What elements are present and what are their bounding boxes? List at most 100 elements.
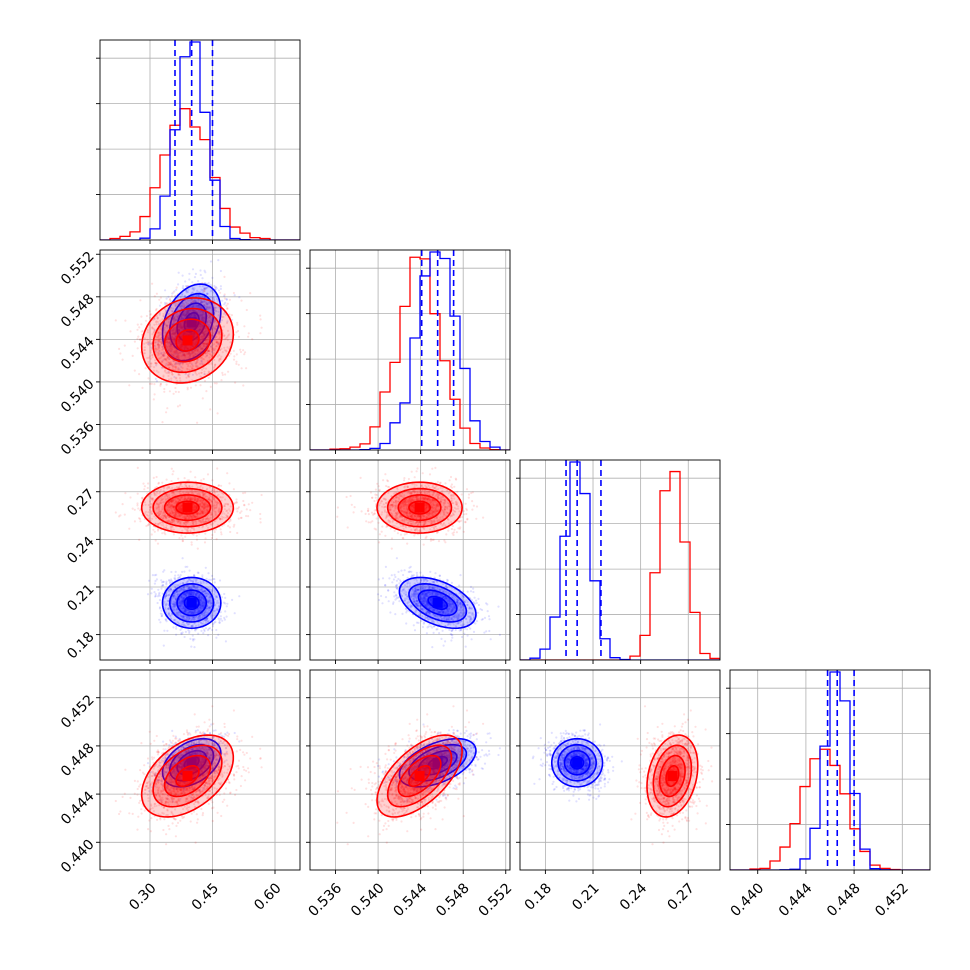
scatter-point (200, 479, 203, 482)
scatter-point (154, 350, 157, 353)
scatter-point (170, 363, 173, 366)
scatter-point (211, 354, 214, 357)
scatter-point (205, 329, 208, 332)
scatter-point (196, 421, 199, 424)
scatter-point (218, 359, 221, 362)
scatter-point (193, 349, 196, 352)
scatter-point (211, 533, 214, 537)
scatter-point (178, 377, 181, 380)
scatter-point (114, 319, 117, 322)
scatter-point (174, 318, 178, 322)
scatter-point (179, 339, 182, 342)
scatter-point (172, 392, 175, 395)
scatter-point (211, 297, 214, 300)
scatter-point (228, 298, 231, 301)
scatter-point (206, 313, 210, 316)
scatter-point (192, 333, 195, 336)
scatter-point (174, 319, 177, 322)
scatter-point (175, 627, 178, 630)
scatter-point (175, 351, 179, 354)
scatter-point (191, 309, 194, 313)
scatter-point (229, 341, 232, 344)
scatter-point (172, 330, 175, 333)
scatter-point (187, 311, 190, 314)
scatter-point (201, 301, 204, 304)
scatter-point (211, 348, 214, 351)
scatter-point (188, 569, 191, 572)
scatter-point (174, 349, 178, 352)
scatter-point (171, 332, 174, 335)
scatter-point (179, 351, 182, 354)
grid-0-1 (100, 250, 300, 450)
scatter-point (199, 323, 202, 326)
scatter-point (176, 354, 179, 358)
scatter-point (191, 634, 194, 637)
scatter-point (211, 334, 214, 337)
scatter-point (201, 325, 204, 329)
scatter-point (178, 537, 181, 540)
scatter-point (167, 361, 170, 364)
scatter-point (245, 508, 248, 511)
scatter-point (160, 609, 163, 612)
scatter-point (228, 354, 231, 357)
scatter-point (209, 290, 212, 293)
scatter-point (214, 309, 217, 312)
scatter-point (160, 360, 163, 363)
scatter-point (177, 329, 180, 332)
scatter-point (154, 377, 157, 380)
scatter-point (186, 311, 189, 314)
scatter-point (182, 285, 185, 288)
scatter-point (201, 347, 204, 350)
scatter-point (188, 352, 191, 355)
scatter-point (217, 314, 220, 317)
scatter-point (171, 364, 174, 367)
scatter-point (183, 354, 186, 357)
scatter-point (187, 288, 190, 291)
scatter-point (233, 294, 236, 297)
scatter-point (153, 329, 156, 332)
scatter-point (224, 301, 227, 304)
scatter-point (200, 313, 203, 316)
scatter-point (159, 382, 162, 385)
scatter-point (171, 329, 174, 332)
scatter-point (177, 326, 180, 329)
scatter-point (183, 305, 186, 308)
scatter-point (128, 527, 131, 530)
scatter-point (174, 327, 177, 330)
scatter-point (210, 328, 213, 331)
scatter-point (187, 309, 190, 313)
scatter-point (184, 630, 187, 634)
scatter-point (171, 368, 174, 371)
scatter-point (207, 323, 210, 326)
scatter-point (194, 362, 197, 365)
scatter-point (223, 346, 226, 349)
scatter-point (195, 348, 198, 351)
scatter-point (236, 510, 239, 513)
scatter-point (181, 353, 184, 357)
scatter-point (177, 340, 180, 343)
scatter-point (204, 330, 207, 333)
scatter-point (173, 360, 176, 363)
scatter-point (153, 582, 156, 585)
scatter-point (223, 294, 226, 297)
scatter-point (183, 312, 186, 315)
scatter-point (197, 294, 200, 297)
scatter-point (154, 539, 157, 542)
scatter-point (201, 291, 204, 294)
scatter-point (191, 287, 194, 290)
scatter-point (180, 345, 183, 348)
scatter-point (200, 316, 203, 319)
scatter-point (167, 370, 170, 373)
scatter-point (173, 349, 176, 353)
scatter-point (171, 365, 174, 369)
scatter-point (158, 312, 161, 315)
scatter-point (206, 302, 210, 305)
scatter-point (235, 331, 238, 334)
scatter-point (179, 341, 183, 344)
scatter-point (198, 328, 201, 331)
scatter-point (166, 326, 169, 329)
scatter-point (186, 347, 189, 350)
scatter-point (178, 362, 181, 365)
scatter-point (219, 335, 222, 338)
